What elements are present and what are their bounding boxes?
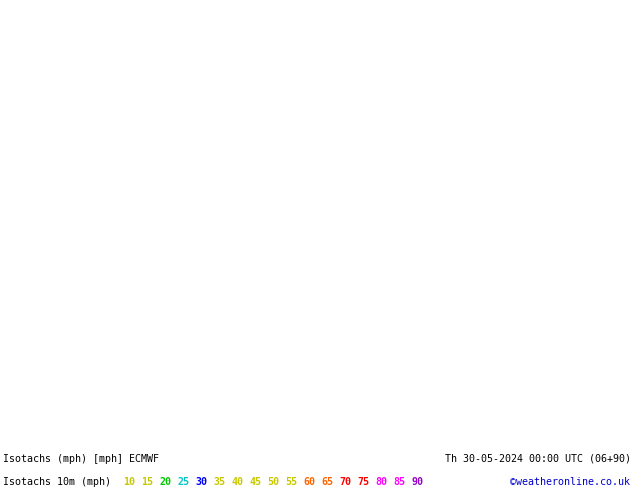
Text: 75: 75	[357, 477, 369, 488]
Text: 80: 80	[375, 477, 387, 488]
Text: 10: 10	[123, 477, 135, 488]
Text: 20: 20	[159, 477, 171, 488]
Text: 15: 15	[141, 477, 153, 488]
Text: 60: 60	[303, 477, 315, 488]
Text: 25: 25	[177, 477, 189, 488]
Text: 45: 45	[249, 477, 261, 488]
Text: 55: 55	[285, 477, 297, 488]
Text: 90: 90	[411, 477, 423, 488]
Text: 65: 65	[321, 477, 333, 488]
Text: 85: 85	[393, 477, 405, 488]
Text: 30: 30	[195, 477, 207, 488]
Text: 40: 40	[231, 477, 243, 488]
Text: Th 30-05-2024 00:00 UTC (06+90): Th 30-05-2024 00:00 UTC (06+90)	[446, 454, 631, 464]
Text: 70: 70	[339, 477, 351, 488]
Text: Isotachs (mph) [mph] ECMWF: Isotachs (mph) [mph] ECMWF	[3, 454, 159, 464]
Text: Isotachs 10m (mph): Isotachs 10m (mph)	[3, 477, 111, 488]
Text: 50: 50	[267, 477, 279, 488]
Text: ©weatheronline.co.uk: ©weatheronline.co.uk	[510, 477, 630, 488]
Text: 35: 35	[213, 477, 225, 488]
